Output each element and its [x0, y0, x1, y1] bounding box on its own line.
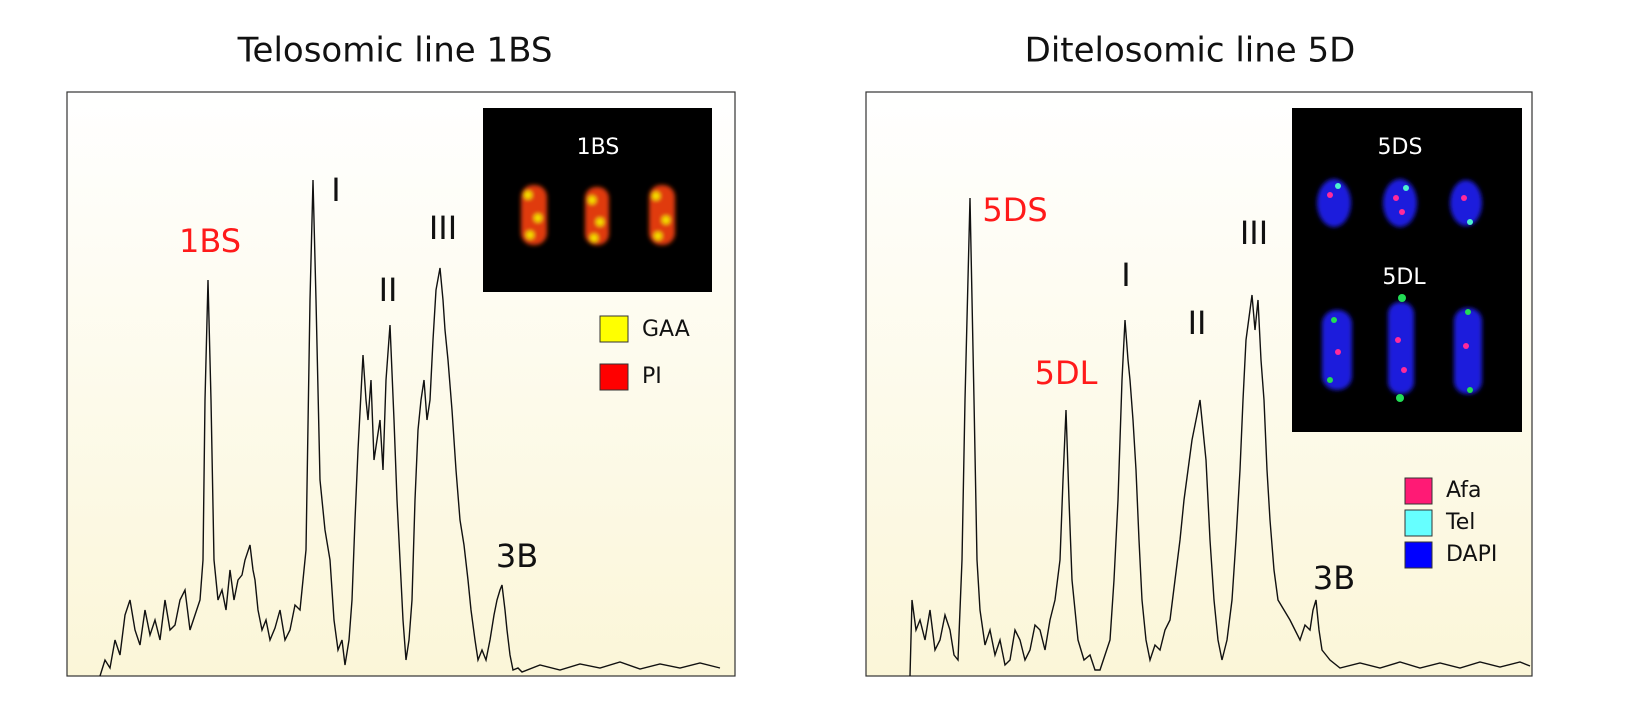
peak-label: 1BS: [179, 222, 241, 260]
legend-label: Afa: [1446, 478, 1482, 503]
peak-label: 5DL: [1035, 354, 1098, 392]
peak-label: II: [1188, 304, 1207, 342]
legend-label: Tel: [1445, 510, 1475, 535]
legend-swatch: [1405, 478, 1432, 504]
legend-label: GAA: [642, 317, 690, 342]
inset-label: 5DS: [1378, 135, 1423, 160]
legend-swatch: [600, 316, 628, 342]
inset-label: 1BS: [577, 135, 620, 160]
peak-label: 5DS: [982, 191, 1047, 229]
legend-swatch: [1405, 542, 1432, 568]
legend-swatch: [600, 364, 628, 390]
peak-label: II: [379, 271, 398, 309]
peak-label: III: [429, 209, 457, 247]
legend-swatch: [1405, 510, 1432, 536]
panel-title: Telosomic line 1BS: [237, 31, 553, 71]
inset-label: 5DL: [1382, 265, 1426, 290]
peak-label: 3B: [496, 537, 538, 575]
legend-label: PI: [642, 364, 662, 389]
peak-label: III: [1240, 214, 1268, 252]
peak-label: 3B: [1313, 559, 1355, 597]
peak-label: I: [1121, 256, 1130, 294]
peak-label: I: [331, 171, 340, 209]
legend-label: DAPI: [1446, 542, 1497, 567]
panel-title: Ditelosomic line 5D: [1025, 31, 1356, 71]
figure: Telosomic line 1BS 1BS I II III 3B 1BS G…: [0, 0, 1633, 703]
